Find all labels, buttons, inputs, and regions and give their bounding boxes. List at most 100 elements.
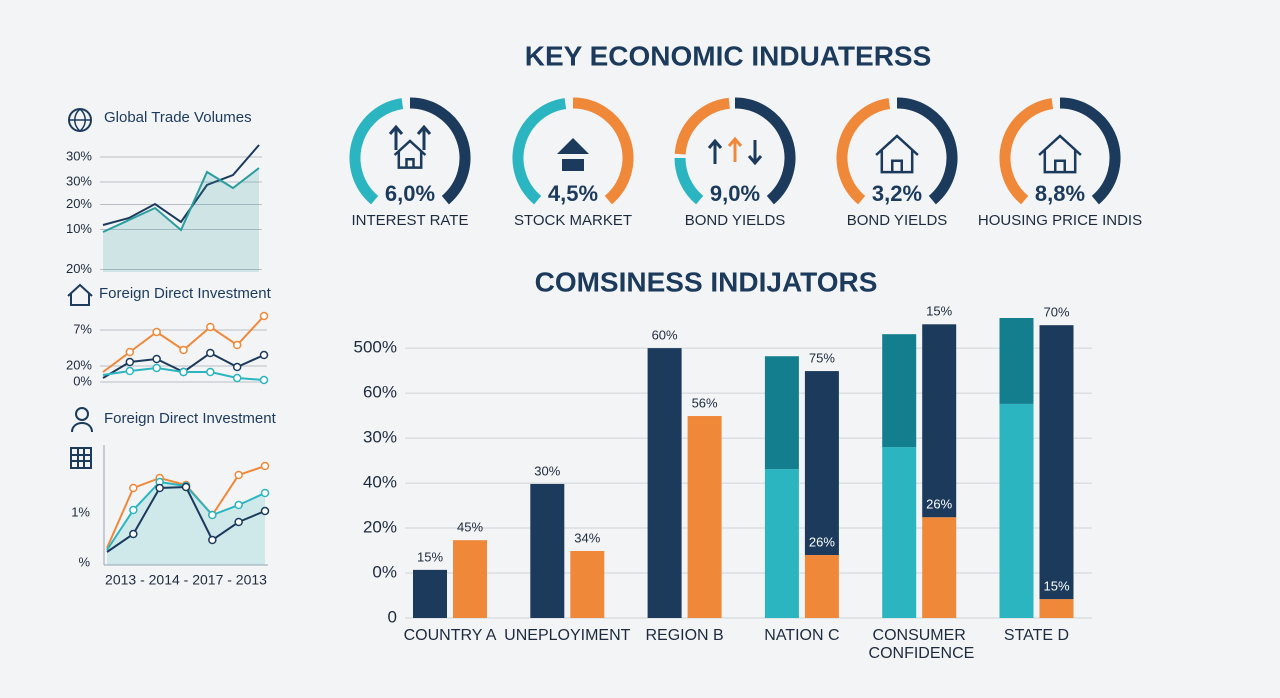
y-tick-label: 40%: [363, 473, 397, 492]
point: [125, 347, 135, 357]
gauge-arc: [674, 97, 731, 155]
house-icon: [393, 139, 427, 169]
arrow-icon: [747, 140, 763, 166]
y-tick-label: 60%: [363, 383, 397, 402]
gauge-label: HOUSING PRICE INDIS: [978, 212, 1142, 229]
y-tick-label: 10%: [66, 221, 92, 236]
point: [129, 529, 138, 539]
gauge-value: 6,0%: [385, 181, 435, 206]
grid-icon: [70, 447, 92, 469]
gauge-arc: [734, 97, 796, 205]
bar: [804, 371, 839, 556]
gauge-arc: [512, 98, 567, 205]
x-tick-label: CONSUMER CONFIDENCE: [864, 627, 974, 662]
page-title: KEY ECONOMIC INDUATERSS: [525, 40, 932, 71]
bar: [687, 416, 722, 618]
point: [260, 488, 270, 498]
data-label: 15%: [926, 304, 952, 319]
point: [234, 470, 243, 480]
bar: [999, 318, 1034, 404]
bar: [922, 517, 957, 618]
point: [232, 373, 242, 383]
point: [155, 483, 164, 493]
gauge-arc: [896, 97, 958, 205]
point: [232, 340, 242, 350]
panel-title: Global Trade Volumes: [104, 109, 252, 126]
area: [103, 168, 259, 272]
bar: [882, 334, 917, 448]
data-label: 70%: [1043, 305, 1069, 320]
bar: [764, 356, 799, 470]
bar: [1039, 599, 1074, 618]
gauge-value: 8,8%: [1035, 181, 1085, 206]
point: [232, 362, 242, 372]
point: [152, 327, 161, 337]
point: [152, 363, 161, 373]
bar: [804, 555, 839, 618]
arrow-icon: [727, 136, 743, 162]
y-tick-label: 0%: [73, 373, 92, 388]
data-label: 15%: [417, 549, 443, 564]
gauge-label: STOCK MARKET: [514, 212, 632, 229]
house-icon: [875, 134, 919, 174]
point: [259, 350, 269, 360]
panel-title: Foreign Direct Investment: [104, 410, 277, 427]
gauge-arc: [674, 157, 704, 205]
data-label: 60%: [652, 328, 678, 343]
person-icon: [71, 407, 93, 433]
point: [208, 535, 217, 545]
gauge-label: INTEREST RATE: [352, 212, 469, 229]
point: [260, 461, 270, 471]
bar: [1039, 325, 1074, 600]
data-label: 26%: [926, 497, 952, 512]
data-label: 26%: [809, 534, 835, 549]
gauge-value: 4,5%: [548, 181, 598, 206]
point: [179, 367, 188, 377]
point: [234, 500, 243, 510]
bar: [453, 540, 487, 618]
y-tick-label: 20%: [363, 518, 397, 537]
data-label: 34%: [574, 530, 600, 545]
gauge-arc: [349, 98, 404, 205]
x-tick-label: COUNTRY A: [404, 627, 497, 644]
point: [179, 345, 188, 355]
bar: [570, 550, 605, 618]
y-tick-label: 30%: [66, 148, 92, 163]
house-icon: [1038, 134, 1082, 174]
y-tick-label: 7%: [73, 321, 92, 336]
bar: [530, 483, 565, 618]
data-label: 75%: [809, 351, 835, 366]
point: [206, 367, 215, 377]
point: [260, 506, 270, 516]
house-icon: [557, 138, 589, 171]
data-label: 45%: [457, 520, 483, 535]
y-tick-label: 30%: [66, 173, 92, 188]
arrow-icon: [416, 124, 432, 150]
point: [206, 322, 215, 332]
x-tick-label: UNEPLOYIMENT: [504, 627, 630, 644]
point: [181, 482, 191, 492]
gauge-arc: [999, 98, 1054, 205]
y-tick-label: 0%: [372, 563, 397, 582]
arrow-icon: [388, 124, 404, 150]
data-label: 56%: [692, 395, 718, 410]
point: [259, 375, 269, 385]
bar: [882, 447, 917, 618]
line: [102, 167, 260, 233]
gauge-arc: [572, 97, 634, 205]
gauge-arc: [409, 97, 471, 205]
point: [234, 517, 243, 527]
arrow-icon: [707, 138, 723, 164]
point: [129, 483, 138, 493]
point: [152, 354, 161, 364]
y-tick-label: 500%: [354, 338, 397, 357]
y-tick-label: 1%: [71, 504, 90, 519]
point: [208, 510, 217, 520]
x-tick-label: NATION C: [764, 627, 839, 644]
bar: [999, 403, 1034, 618]
x-tick-label: STATE D: [1004, 627, 1069, 644]
gauge-value: 9,0%: [710, 181, 760, 206]
gauge-label: BOND YIELDS: [847, 212, 948, 229]
panel-title: Foreign Direct Investment: [99, 285, 272, 302]
gauge-arc: [836, 98, 891, 205]
